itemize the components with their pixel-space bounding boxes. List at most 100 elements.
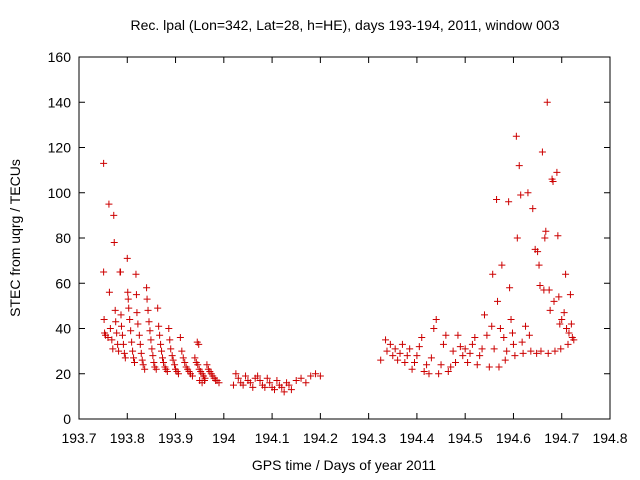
- x-tick-label: 194.6: [496, 430, 531, 446]
- data-point: [549, 177, 557, 185]
- data-point: [111, 306, 119, 314]
- chart-title: Rec. lpal (Lon=342, Lat=28, h=HE), days …: [131, 17, 560, 33]
- data-point: [120, 349, 128, 357]
- data-point: [191, 354, 199, 362]
- data-point: [391, 345, 399, 353]
- data-point: [430, 325, 438, 332]
- data-point: [418, 334, 426, 342]
- data-point: [145, 318, 153, 326]
- data-point: [136, 340, 144, 348]
- data-point: [141, 365, 149, 373]
- data-point: [174, 370, 182, 378]
- data-point: [401, 358, 409, 366]
- data-point: [496, 325, 504, 332]
- data-point: [181, 358, 189, 366]
- data-point: [551, 347, 559, 355]
- data-point: [439, 340, 447, 348]
- data-point: [179, 354, 187, 362]
- data-point: [232, 370, 240, 378]
- data-point: [124, 295, 132, 303]
- y-tick-label: 160: [48, 49, 72, 65]
- data-point: [535, 261, 543, 269]
- data-point: [261, 383, 269, 391]
- data-point: [396, 349, 404, 357]
- data-point: [126, 315, 134, 323]
- data-point: [495, 363, 503, 371]
- data-point: [266, 379, 274, 387]
- data-point: [536, 282, 544, 290]
- data-point: [100, 268, 108, 276]
- data-point: [534, 248, 542, 256]
- data-point: [415, 343, 423, 351]
- data-point: [408, 365, 416, 373]
- data-point: [139, 361, 147, 369]
- x-tick-label: 194.5: [448, 430, 483, 446]
- data-point: [456, 343, 464, 351]
- data-point: [519, 349, 527, 357]
- data-point: [106, 325, 114, 332]
- data-point: [113, 329, 121, 337]
- data-point: [480, 311, 488, 319]
- data-point: [149, 352, 157, 360]
- data-point: [517, 191, 525, 199]
- data-point: [263, 374, 271, 382]
- data-point: [127, 327, 135, 335]
- data-point: [110, 211, 118, 219]
- data-point: [168, 352, 176, 360]
- data-point: [565, 329, 573, 337]
- data-point: [524, 189, 532, 197]
- data-point: [215, 379, 223, 387]
- data-point: [522, 322, 530, 330]
- data-point: [117, 311, 125, 319]
- x-tick-label: 193.9: [158, 430, 193, 446]
- data-point: [394, 356, 402, 364]
- data-point: [135, 331, 143, 339]
- data-point: [307, 372, 315, 380]
- data-point: [125, 304, 133, 312]
- x-tick-label: 194.2: [303, 430, 338, 446]
- data-point: [104, 334, 112, 342]
- data-point: [537, 347, 545, 355]
- data-point: [543, 98, 551, 106]
- data-point: [501, 356, 509, 364]
- data-point: [124, 288, 132, 296]
- data-point: [143, 284, 151, 292]
- data-point: [137, 349, 145, 357]
- data-point: [515, 162, 523, 170]
- data-point: [490, 345, 498, 353]
- data-point: [123, 254, 131, 262]
- data-point: [278, 383, 286, 391]
- data-point: [406, 345, 414, 353]
- data-point: [494, 297, 502, 305]
- data-point: [427, 354, 435, 362]
- data-point: [166, 336, 174, 344]
- data-point: [466, 349, 474, 357]
- data-point: [546, 306, 554, 314]
- data-point: [518, 338, 526, 346]
- data-point: [442, 331, 450, 339]
- data-point: [542, 227, 550, 235]
- y-tick-label: 140: [48, 94, 72, 110]
- data-point: [550, 297, 558, 305]
- data-point: [138, 356, 146, 364]
- x-tick-label: 194.8: [592, 430, 627, 446]
- axis-ticks: [78, 56, 611, 420]
- data-point: [432, 315, 440, 323]
- data-point: [118, 331, 126, 339]
- data-point: [513, 234, 521, 242]
- data-point: [169, 356, 177, 364]
- data-point: [121, 354, 129, 362]
- y-tick-label: 0: [63, 411, 71, 427]
- data-point: [563, 325, 571, 332]
- data-point: [110, 239, 118, 247]
- data-point: [246, 379, 254, 387]
- x-axis-label: GPS time / Days of year 2011: [252, 457, 436, 473]
- data-point: [449, 347, 457, 355]
- y-tick-label: 120: [48, 140, 72, 156]
- data-point: [105, 200, 113, 208]
- data-point: [437, 361, 445, 369]
- data-point: [382, 336, 390, 344]
- data-point: [562, 270, 570, 278]
- data-point: [478, 345, 486, 353]
- data-point: [273, 377, 281, 385]
